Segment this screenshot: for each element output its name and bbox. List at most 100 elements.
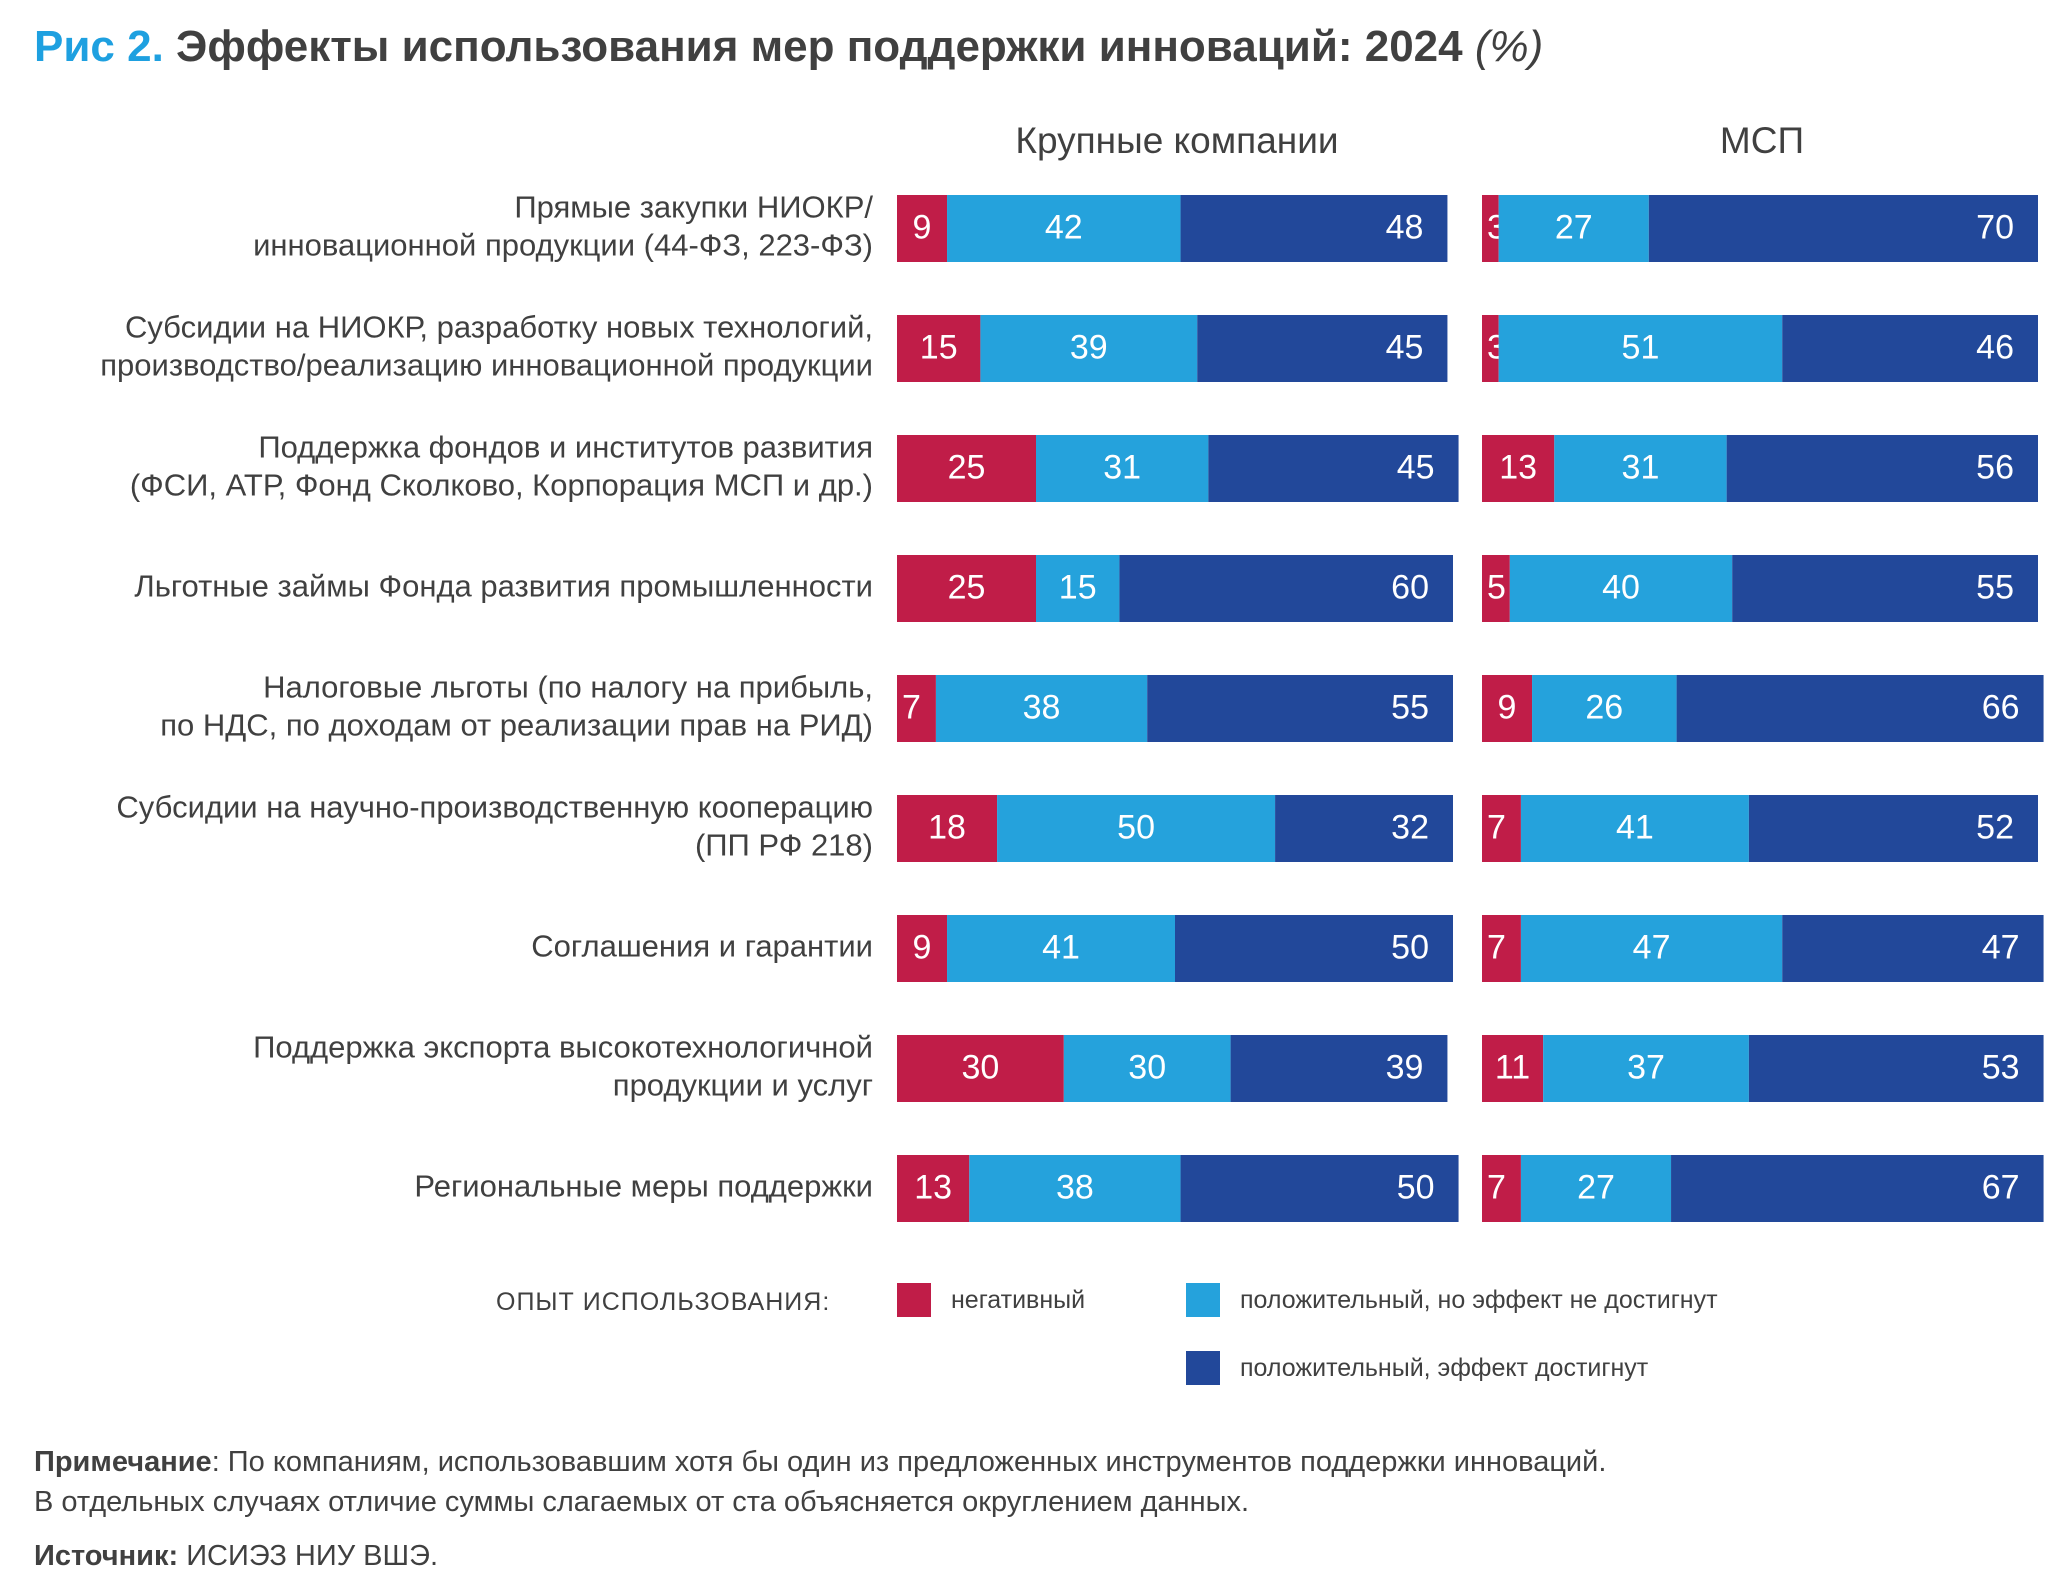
bar-sme-negative (1482, 435, 1555, 502)
category-label: производство/реализацию инновационной пр… (100, 348, 873, 383)
value-label-large-positive-effect: 48 (1386, 208, 1424, 246)
bar-sme-positive-effect (1782, 915, 2044, 982)
source: Источник: ИСИЭЗ НИУ ВШЭ. (34, 1540, 438, 1573)
bar-sme-negative (1482, 555, 1510, 622)
category-label: Субсидии на НИОКР, разработку новых техн… (125, 310, 873, 345)
value-label-sme-positive-no-effect: 26 (1585, 688, 1623, 726)
bar-large-positive-effect (1119, 555, 1453, 622)
bar-large-positive-no-effect (969, 1155, 1181, 1222)
bar-large-negative (897, 315, 981, 382)
value-label-large-positive-effect: 39 (1386, 1048, 1424, 1086)
value-label-large-negative: 25 (948, 568, 986, 606)
value-label-large-positive-no-effect: 31 (1103, 448, 1141, 486)
value-label-large-positive-effect: 32 (1391, 808, 1429, 846)
bar-large-negative (897, 675, 936, 742)
legend-swatch-negative (897, 1283, 931, 1317)
legend-item-positive-no-effect: положительный, но эффект не достигнут (1186, 1283, 1718, 1317)
legend-item-negative: негативный (897, 1283, 1085, 1317)
bar-large-positive-no-effect (997, 795, 1276, 862)
value-label-sme-negative: 13 (1499, 448, 1537, 486)
bar-large-negative (897, 915, 948, 982)
category-label: продукции и услуг (613, 1068, 873, 1103)
bar-sme-positive-no-effect (1520, 795, 1749, 862)
bar-sme-positive-no-effect (1543, 1035, 1749, 1102)
bar-sme-negative (1482, 195, 1499, 262)
bar-sme-positive-effect (1671, 1155, 2044, 1222)
legend-label-negative: негативный (951, 1285, 1086, 1314)
panel-header-sme: МСП (1719, 120, 1805, 161)
bar-sme-positive-effect (1676, 675, 2044, 742)
value-label-large-positive-effect: 45 (1397, 448, 1435, 486)
value-label-large-negative: 30 (961, 1048, 999, 1086)
bar-sme-positive-no-effect (1532, 675, 1677, 742)
bar-large-positive-no-effect (935, 675, 1148, 742)
bar-large-positive-no-effect (980, 315, 1198, 382)
bar-large-positive-effect (1275, 795, 1453, 862)
value-label-sme-positive-no-effect: 40 (1602, 568, 1640, 606)
title-text: Эффекты использования мер поддержки инно… (176, 22, 1463, 71)
category-label: Льготные займы Фонда развития промышленн… (134, 569, 873, 604)
note-line-2: В отдельных случаях отличие суммы слагае… (34, 1486, 1250, 1518)
value-label-large-positive-effect: 50 (1397, 1168, 1435, 1206)
value-label-large-positive-no-effect: 42 (1045, 208, 1083, 246)
value-label-large-negative: 25 (948, 448, 986, 486)
bar-large-positive-effect (1197, 315, 1448, 382)
value-label-large-positive-effect: 45 (1386, 328, 1424, 366)
legend-swatch-positive-no-effect (1186, 1283, 1220, 1317)
bar-sme-positive-effect (1726, 435, 2038, 502)
bar-large-negative (897, 555, 1036, 622)
footnote: Примечание: По компаниям, использовавшим… (34, 1442, 1606, 1522)
stacked-bar-chart: Прямые закупки НИОКР/инновационной проду… (100, 190, 2044, 1222)
bar-sme-positive-effect (1732, 555, 2038, 622)
value-label-large-negative: 13 (914, 1168, 952, 1206)
value-label-large-positive-no-effect: 30 (1128, 1048, 1166, 1086)
note-label: Примечание (34, 1446, 212, 1478)
value-label-large-positive-no-effect: 38 (1056, 1168, 1094, 1206)
bar-large-positive-effect (1175, 915, 1453, 982)
category-label: Поддержка фондов и институтов развития (258, 430, 873, 465)
value-label-sme-negative: 11 (1495, 1048, 1530, 1086)
bar-sme-positive-no-effect (1498, 195, 1649, 262)
value-label-sme-positive-effect: 47 (1982, 928, 2020, 966)
bar-sme-positive-no-effect (1520, 915, 1783, 982)
value-label-large-negative: 18 (928, 808, 966, 846)
value-label-sme-positive-effect: 66 (1982, 688, 2020, 726)
bar-large-negative (897, 435, 1036, 502)
category-label: по НДС, по доходам от реализации прав на… (160, 708, 873, 743)
category-label: Поддержка экспорта высокотехнологичной (253, 1030, 873, 1065)
value-label-large-positive-no-effect: 39 (1070, 328, 1108, 366)
value-label-sme-positive-no-effect: 37 (1627, 1048, 1665, 1086)
bar-sme-negative (1482, 315, 1499, 382)
value-label-sme-positive-no-effect: 47 (1633, 928, 1671, 966)
panel-header-large: Крупные компании (1015, 120, 1339, 161)
value-label-sme-positive-no-effect: 31 (1622, 448, 1660, 486)
value-label-sme-positive-effect: 52 (1976, 808, 2014, 846)
legend-swatch-positive-effect (1186, 1351, 1220, 1385)
bar-large-positive-effect (1230, 1035, 1448, 1102)
value-label-sme-positive-effect: 67 (1982, 1168, 2020, 1206)
bar-sme-positive-no-effect (1509, 555, 1733, 622)
value-label-large-positive-no-effect: 38 (1023, 688, 1061, 726)
bar-large-positive-no-effect (1063, 1035, 1231, 1102)
category-label: Региональные меры поддержки (414, 1169, 873, 1204)
legend-title: ОПЫТ ИСПОЛЬЗОВАНИЯ: (496, 1288, 831, 1316)
legend-label-positive-effect: положительный, эффект достигнут (1240, 1353, 1649, 1382)
value-label-large-positive-effect: 55 (1391, 688, 1429, 726)
bar-large-negative (897, 195, 948, 262)
bar-large-positive-effect (1180, 195, 1448, 262)
figure-number: Рис 2. (34, 22, 164, 71)
category-label: Соглашения и гарантии (531, 929, 873, 964)
bar-large-positive-effect (1147, 675, 1453, 742)
value-label-large-positive-no-effect: 15 (1059, 568, 1097, 606)
bar-large-positive-effect (1208, 435, 1459, 502)
bar-sme-positive-no-effect (1554, 435, 1727, 502)
value-label-sme-negative: 7 (1487, 808, 1506, 846)
bar-sme-negative (1482, 675, 1533, 742)
note-line-1: : По компаниям, использовавшим хотя бы о… (211, 1446, 1607, 1478)
value-label-sme-positive-effect: 70 (1976, 208, 2014, 246)
legend-item-positive-effect: положительный, эффект достигнут (1186, 1351, 1648, 1385)
bar-large-negative (897, 1155, 970, 1222)
value-label-large-positive-effect: 60 (1391, 568, 1429, 606)
value-label-large-positive-effect: 50 (1391, 928, 1429, 966)
bar-large-positive-effect (1180, 1155, 1459, 1222)
